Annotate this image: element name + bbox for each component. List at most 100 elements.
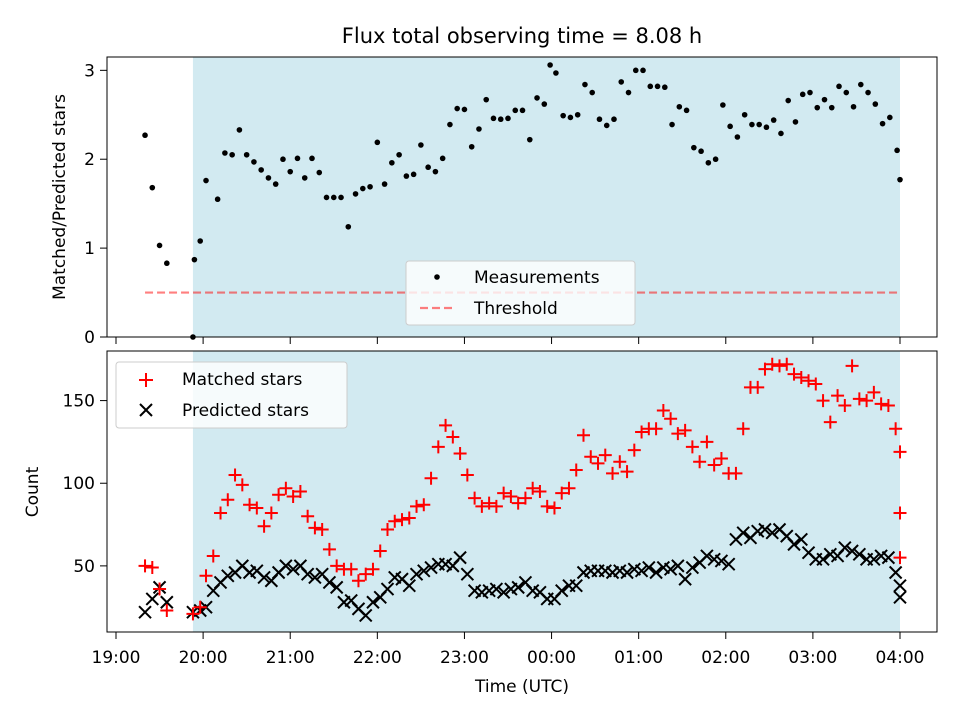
predicted-star-point bbox=[366, 595, 380, 609]
matched-star-point bbox=[145, 561, 159, 575]
measurement-point bbox=[403, 173, 410, 179]
measurement-point bbox=[367, 183, 373, 190]
measurement-point bbox=[749, 121, 755, 128]
measurement-point bbox=[734, 134, 741, 140]
matched-star-point bbox=[576, 428, 590, 442]
measurement-point bbox=[476, 126, 482, 132]
matched-star-point bbox=[860, 394, 874, 408]
y-tick-label: 3 bbox=[84, 61, 95, 81]
predicted-star-point bbox=[308, 570, 322, 585]
matched-star-point bbox=[279, 481, 293, 495]
measurement-point bbox=[836, 83, 842, 90]
matched-star-point bbox=[264, 506, 278, 520]
measurement-point bbox=[447, 121, 453, 128]
legend-predicted-label: Predicted stars bbox=[182, 401, 309, 421]
y-tick-label: 150 bbox=[63, 392, 95, 412]
predicted-star-point bbox=[511, 580, 525, 595]
matched-star-point bbox=[591, 456, 605, 470]
predicted-star-point bbox=[634, 564, 649, 578]
measurement-point bbox=[897, 176, 903, 183]
matched-star-point bbox=[257, 519, 271, 533]
matched-star-point bbox=[293, 485, 307, 498]
measurement-point bbox=[258, 167, 264, 173]
measurement-point bbox=[611, 116, 617, 123]
measurement-point bbox=[360, 185, 366, 192]
predicted-star-point bbox=[852, 547, 867, 562]
matched-star-point bbox=[395, 513, 409, 527]
measurement-point bbox=[287, 168, 294, 175]
predicted-star-point bbox=[893, 590, 907, 604]
top-legend-box bbox=[405, 260, 636, 326]
measurement-point bbox=[589, 89, 596, 96]
measurement-point bbox=[222, 150, 228, 156]
measurement-point bbox=[553, 70, 559, 76]
measurement-point bbox=[887, 114, 893, 121]
y-tick-label: 2 bbox=[84, 150, 95, 170]
matched-star-point bbox=[186, 607, 200, 621]
x-tick-label: 19:00 bbox=[92, 648, 141, 668]
top-axes-frame bbox=[106, 56, 938, 338]
matched-star-point bbox=[388, 514, 402, 528]
measurement-point bbox=[497, 116, 504, 123]
matched-star-point bbox=[569, 463, 583, 477]
matched-star-point bbox=[881, 399, 895, 413]
measurement-point bbox=[705, 159, 712, 166]
measurement-point bbox=[662, 84, 668, 91]
predicted-star-point bbox=[714, 554, 729, 568]
matched-star-point bbox=[330, 559, 344, 573]
measurement-point bbox=[727, 123, 733, 130]
predicted-star-point bbox=[145, 592, 160, 606]
predicted-star-point bbox=[736, 526, 750, 540]
measurement-point bbox=[432, 168, 439, 175]
y-tick-label: 50 bbox=[73, 557, 95, 577]
measurement-point bbox=[879, 120, 886, 127]
predicted-star-point bbox=[663, 562, 678, 576]
measurement-point bbox=[799, 91, 806, 98]
matched-star-point bbox=[831, 389, 845, 403]
matched-star-point bbox=[584, 450, 598, 464]
matched-star-point bbox=[685, 440, 699, 454]
matched-star-point bbox=[729, 466, 743, 480]
predicted-star-point bbox=[867, 552, 881, 566]
predicted-star-point bbox=[845, 544, 859, 558]
matched-star-point bbox=[794, 370, 808, 384]
matched-star-point bbox=[410, 499, 424, 513]
matched-star-point bbox=[482, 496, 496, 510]
legend-threshold-label: Threshold bbox=[473, 299, 558, 319]
measurement-point bbox=[156, 242, 163, 249]
measurement-point bbox=[756, 121, 762, 128]
measurement-point bbox=[807, 89, 813, 96]
measurement-point bbox=[654, 83, 661, 90]
top-panel: 0 1 2 3 Matched/Predicted stars Measurement… bbox=[50, 56, 938, 348]
measurement-point bbox=[214, 196, 221, 203]
matched-star-point bbox=[893, 445, 907, 459]
predicted-star-point bbox=[160, 595, 174, 609]
measurement-point bbox=[669, 121, 675, 128]
matched-star-point bbox=[315, 523, 329, 537]
measurement-point bbox=[547, 62, 553, 68]
matched-star-point bbox=[417, 498, 431, 512]
measurement-point bbox=[534, 95, 540, 101]
matched-star-point bbox=[772, 359, 786, 373]
measurement-point bbox=[720, 102, 726, 108]
measurement-point bbox=[191, 256, 198, 263]
matched-stars-layer bbox=[138, 357, 907, 621]
bottom-y-axis-label: Count bbox=[23, 466, 43, 517]
measurement-point bbox=[418, 142, 424, 148]
matched-star-point bbox=[809, 377, 823, 391]
y-tick-label: 1 bbox=[84, 239, 95, 259]
measurement-point bbox=[164, 260, 170, 267]
matched-star-point bbox=[714, 451, 728, 465]
measurement-point bbox=[850, 103, 857, 110]
matched-star-point bbox=[540, 499, 554, 513]
predicted-star-point bbox=[765, 526, 779, 540]
y-tick-label: 0 bbox=[84, 328, 95, 348]
matched-star-point bbox=[656, 404, 670, 418]
y-tick-label: 100 bbox=[63, 474, 95, 494]
matched-star-point bbox=[671, 427, 685, 441]
bottom-axes-frame bbox=[106, 350, 938, 633]
measurement-point bbox=[574, 111, 581, 118]
measurement-point bbox=[541, 101, 548, 107]
matched-star-point bbox=[424, 471, 438, 485]
matched-star-point bbox=[598, 448, 612, 462]
